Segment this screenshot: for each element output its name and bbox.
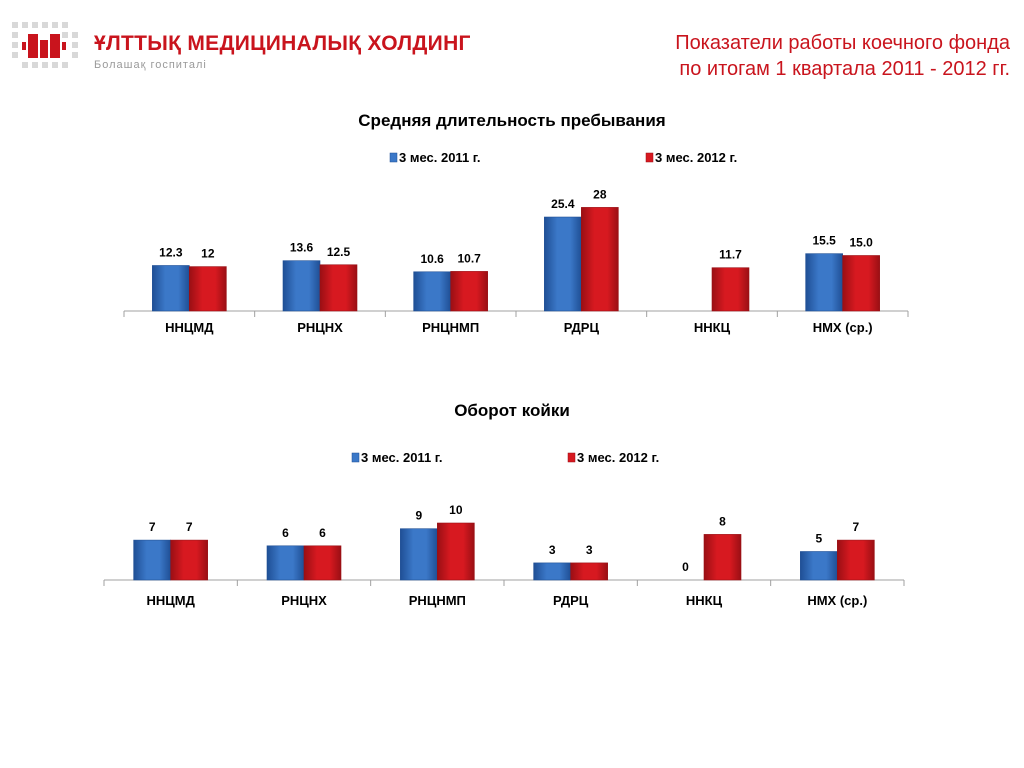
legend-label-0: 3 мес. 2011 г.: [399, 150, 481, 165]
data-label-2012: 7: [852, 520, 859, 534]
bar-2011: [282, 260, 321, 312]
bar-2012: [581, 207, 619, 312]
bar-2012: [570, 562, 608, 581]
bar-2012: [189, 266, 227, 312]
category-label: ННКЦ: [694, 320, 731, 335]
bar-2011: [544, 216, 582, 312]
data-label-2011: 15.5: [812, 234, 836, 248]
bar-2012: [437, 522, 475, 581]
data-label-2011: 12.3: [159, 245, 183, 259]
category-label: ННКЦ: [686, 593, 723, 608]
bar-2011: [400, 528, 438, 581]
category-label: НМХ (ср.): [813, 320, 873, 335]
legend-swatch-0: [389, 152, 398, 163]
logo-tagline: Болашақ госпиталі: [94, 59, 207, 71]
category-label: РНЦНХ: [297, 320, 343, 335]
data-label-2012: 10: [449, 503, 463, 517]
logo-name: ҰЛТТЫҚ МЕДИЦИНАЛЫҚ ХОЛДИНГ: [94, 32, 471, 55]
data-label-2012: 28: [593, 187, 607, 201]
data-label-2012: 6: [319, 526, 326, 540]
data-label-2011: 0: [682, 560, 689, 574]
bar-2011: [133, 539, 171, 581]
data-label-2012: 8: [719, 514, 726, 528]
chart-title: Оборот койки: [454, 401, 570, 420]
data-label-2012: 12.5: [327, 245, 351, 259]
category-label: РНЦНМП: [422, 320, 479, 335]
page-title: Показатели работы коечного фонда по итог…: [675, 30, 1010, 82]
legend-swatch-0: [351, 452, 360, 463]
data-label-2011: 5: [815, 532, 822, 546]
category-label: РДРЦ: [553, 593, 589, 608]
chart-bed-turnover: Оборот койки 3 мес. 2011 г. 3 мес. 2012 г.…: [0, 392, 1024, 642]
bar-2012: [303, 545, 342, 581]
legend-label-1: 3 мес. 2012 г.: [655, 150, 737, 165]
legend-swatch-1: [567, 452, 576, 463]
chart-avg-stay: Средняя длительность пребывания 3 мес. 20…: [0, 100, 1024, 350]
bar-2011: [533, 562, 571, 581]
logo: ҰЛТТЫҚ МЕДИЦИНАЛЫҚ ХОЛДИНГ Болашақ госпи…: [8, 18, 470, 78]
bar-2012: [170, 539, 208, 581]
data-label-2012: 15.0: [849, 236, 873, 250]
bar-2012: [703, 534, 742, 581]
data-label-2012: 3: [586, 543, 593, 557]
category-label: РДРЦ: [564, 320, 600, 335]
data-label-2011: 6: [282, 526, 289, 540]
chart-title: Средняя длительность пребывания: [358, 111, 665, 130]
data-label-2012: 7: [186, 520, 193, 534]
bar-2012: [319, 264, 358, 312]
data-label-2012: 11.7: [719, 248, 742, 262]
bar-2011: [805, 253, 843, 312]
chart-avg-stay-svg: Средняя длительность пребывания 3 мес. 20…: [123, 111, 909, 335]
bar-2011: [413, 271, 451, 312]
data-label-2011: 25.4: [551, 197, 575, 211]
data-label-2011: 3: [549, 543, 556, 557]
data-label-2011: 7: [149, 520, 156, 534]
data-label-2011: 13.6: [290, 241, 314, 255]
category-label: РНЦНХ: [281, 593, 327, 608]
data-label-2012: 10.7: [457, 251, 481, 265]
data-label-2011: 10.6: [420, 252, 444, 266]
page-title-line-1: Показатели работы коечного фонда: [675, 32, 1010, 54]
bar-2011: [152, 265, 190, 312]
bar-2011: [800, 551, 838, 581]
page-title-line-2: по итогам 1 квартала 2011 - 2012 гг.: [679, 58, 1010, 80]
bar-2012: [711, 267, 750, 312]
category-label: РНЦНМП: [409, 593, 466, 608]
category-label: ННЦМД: [165, 320, 214, 335]
chart-bed-turnover-svg: Оборот койки 3 мес. 2011 г. 3 мес. 2012 г.…: [103, 401, 905, 608]
legend-label-1: 3 мес. 2012 г.: [577, 450, 659, 465]
bar-2011: [266, 545, 305, 581]
category-label: НМХ (ср.): [807, 593, 867, 608]
legend-label-0: 3 мес. 2011 г.: [361, 450, 443, 465]
data-label-2012: 12: [201, 247, 215, 261]
logo-mark-icon: [12, 22, 78, 68]
bar-2012: [837, 539, 875, 581]
legend-swatch-1: [645, 152, 654, 163]
bar-2012: [450, 271, 488, 312]
category-label: ННЦМД: [146, 593, 195, 608]
data-label-2011: 9: [415, 509, 422, 523]
bar-2012: [842, 255, 880, 312]
